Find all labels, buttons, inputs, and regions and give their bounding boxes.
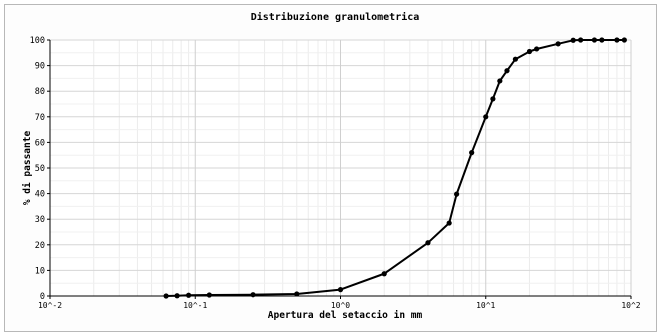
y-tick-label: 60 bbox=[35, 138, 45, 148]
data-point bbox=[570, 37, 576, 43]
y-tick-label: 40 bbox=[35, 190, 45, 200]
data-point bbox=[555, 41, 561, 47]
y-tick-label: 80 bbox=[35, 87, 45, 97]
data-point bbox=[578, 37, 584, 43]
data-point bbox=[483, 114, 489, 120]
y-tick-label: 0 bbox=[40, 292, 45, 302]
y-tick-label: 20 bbox=[35, 241, 45, 251]
data-point bbox=[614, 37, 620, 43]
data-point bbox=[512, 56, 518, 62]
data-point bbox=[497, 78, 503, 84]
x-tick-label: 10^-1 bbox=[183, 301, 207, 310]
x-tick-label: 10^0 bbox=[331, 301, 350, 310]
data-point bbox=[174, 293, 180, 299]
data-point bbox=[250, 292, 256, 298]
data-point bbox=[490, 96, 496, 102]
data-point bbox=[206, 292, 212, 298]
x-tick-label: 10^1 bbox=[476, 301, 495, 310]
data-point bbox=[381, 271, 387, 277]
y-axis-label: % di passante bbox=[22, 131, 33, 206]
chart-title: Distribuzione granulometrica bbox=[251, 11, 420, 23]
data-point bbox=[599, 37, 605, 43]
data-point bbox=[534, 46, 540, 52]
y-tick-label: 50 bbox=[35, 164, 45, 174]
series-group bbox=[163, 37, 627, 299]
data-point bbox=[504, 68, 510, 74]
tick-labels: 0 10 20 30 40 50 60 70 80 90 100 10^-2 10^-1 10^0 10^1… bbox=[30, 36, 641, 310]
x-axis-label: Apertura del setaccio in mm bbox=[268, 310, 423, 321]
grid bbox=[49, 39, 632, 297]
data-point bbox=[526, 48, 533, 55]
x-tick-label: 10^2 bbox=[621, 301, 640, 310]
data-point bbox=[591, 37, 598, 43]
data-point bbox=[454, 191, 460, 197]
data-point bbox=[186, 292, 192, 298]
y-tick-label: 100 bbox=[30, 36, 45, 46]
y-tick-label: 90 bbox=[35, 62, 45, 72]
axes bbox=[47, 39, 632, 299]
data-point bbox=[294, 291, 300, 297]
data-point bbox=[425, 240, 431, 246]
x-tick-label: 10^-2 bbox=[38, 301, 62, 310]
y-tick-label: 70 bbox=[35, 113, 45, 123]
data-point bbox=[621, 37, 627, 43]
y-tick-label: 10 bbox=[35, 266, 45, 276]
y-tick-label: 30 bbox=[35, 215, 45, 225]
data-point bbox=[337, 287, 344, 293]
data-point bbox=[163, 293, 169, 299]
data-point bbox=[469, 150, 475, 156]
data-point bbox=[446, 220, 452, 226]
